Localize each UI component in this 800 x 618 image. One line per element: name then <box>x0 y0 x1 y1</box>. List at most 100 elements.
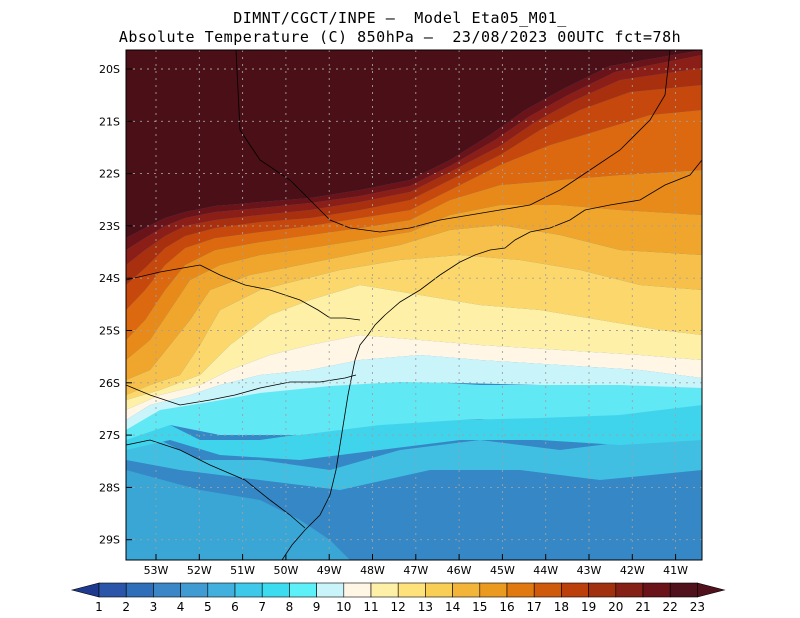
colorbar-segment <box>669 582 698 598</box>
colorbar-segment <box>533 582 562 598</box>
colorbar-segment <box>234 582 263 598</box>
lon-tick-label: 47W <box>403 564 428 577</box>
band-22 <box>126 50 702 250</box>
colorbar-label: 17 <box>527 600 542 614</box>
colorbar-label: 5 <box>204 600 212 614</box>
colorbar-segment <box>397 582 426 598</box>
colorbar-label: 13 <box>418 600 433 614</box>
colorbar-segment <box>425 582 453 598</box>
colorbar-segment <box>506 582 535 598</box>
colorbar-label: 2 <box>122 600 130 614</box>
lon-tick-label: 52W <box>187 564 212 577</box>
state-border-mg-rj <box>409 204 531 229</box>
state-border-parana <box>126 374 357 406</box>
colorbar-segment <box>561 582 589 598</box>
band-9 <box>126 380 702 440</box>
state-border-sp-pr <box>199 264 361 321</box>
state-border-sp-mg <box>235 50 411 233</box>
lat-tick-label: 23S <box>99 220 120 233</box>
band-23 <box>126 50 702 238</box>
colorbar-segment <box>153 582 181 598</box>
state-border-mg-es <box>529 50 671 206</box>
lat-tick-label: 29S <box>99 534 120 547</box>
colorbar-segment <box>452 582 481 598</box>
state-border-ms-pr <box>126 264 201 281</box>
colorbar-label: 22 <box>663 600 678 614</box>
colorbar-segment <box>316 582 345 598</box>
map-frame <box>125 49 703 561</box>
band-7 <box>126 430 702 490</box>
latitude-ticks: 20S 21S 22S 23S 24S 25S 26S 27S 28S 29S <box>99 63 132 547</box>
colorbar-label: 15 <box>472 600 487 614</box>
colorbar-segment <box>343 582 372 598</box>
lon-tick-label: 49W <box>317 564 342 577</box>
longitude-ticks: 53W 52W 51W 50W 49W 48W 47W 46W 45W 44W 43W 42W 41W <box>144 554 688 577</box>
band-21 <box>126 55 702 265</box>
lat-tick-label: 26S <box>99 377 120 390</box>
colorbar-label: 9 <box>313 600 321 614</box>
colorbar-segment <box>180 582 209 598</box>
colorbar-label: 21 <box>635 600 650 614</box>
band-6 <box>126 470 350 560</box>
lon-tick-label: 45W <box>490 564 515 577</box>
lat-tick-label: 20S <box>99 63 120 76</box>
band-16 <box>126 205 702 380</box>
band-12 <box>126 335 702 420</box>
colorbar-label: 16 <box>499 600 514 614</box>
band-14 <box>126 255 702 400</box>
colorbar-label: 6 <box>231 600 239 614</box>
colorbar-label: 10 <box>336 600 351 614</box>
lat-tick-label: 21S <box>99 115 120 128</box>
title-line-1: DIMNT/CGCT/INPE – Model Eta05_M01_ <box>233 9 567 27</box>
colorbar-label: 12 <box>391 600 406 614</box>
colorbar-label: 1 <box>95 600 103 614</box>
band-11 <box>126 355 702 430</box>
graticule <box>126 50 702 560</box>
lat-tick-label: 25S <box>99 325 120 338</box>
colorbar-label: 8 <box>286 600 294 614</box>
lon-tick-label: 42W <box>620 564 645 577</box>
title-line-2: Absolute Temperature (C) 850hPa – 23/08/… <box>118 28 682 46</box>
lat-tick-label: 27S <box>99 429 120 442</box>
colorbar-segment <box>125 582 154 598</box>
colorbar-segment <box>207 582 236 598</box>
colorbar-left-arrow <box>70 582 100 598</box>
lon-tick-label: 48W <box>360 564 385 577</box>
colorbar-segment <box>588 582 617 598</box>
colorbar-label: 14 <box>445 600 460 614</box>
band-13 <box>126 285 702 410</box>
band-20 <box>126 68 702 285</box>
colorbar-segment <box>261 582 290 598</box>
lon-tick-label: 51W <box>230 564 255 577</box>
colorbar-right-arrow <box>697 582 726 598</box>
colorbar-segment <box>370 582 399 598</box>
colorbar-label: 23 <box>690 600 705 614</box>
colorbar-label: 20 <box>608 600 623 614</box>
band-19 <box>126 85 702 310</box>
colorbar-segment <box>289 582 317 598</box>
lat-tick-label: 22S <box>99 168 120 181</box>
band-18 <box>126 110 702 340</box>
state-border-sc-rs <box>126 439 306 529</box>
colorbar-label: 4 <box>177 600 185 614</box>
coastline-and-borders <box>126 50 702 560</box>
lon-tick-label: 44W <box>533 564 558 577</box>
lat-tick-label: 24S <box>99 272 120 285</box>
colorbar-label: 11 <box>363 600 378 614</box>
colorbar-segment <box>615 582 644 598</box>
band-17 <box>126 170 702 360</box>
temperature-field <box>126 50 702 560</box>
lon-tick-label: 46W <box>447 564 472 577</box>
colorbar-label: 19 <box>581 600 596 614</box>
colorbar-segment <box>479 582 508 598</box>
colorbar-label: 18 <box>554 600 569 614</box>
lon-tick-label: 50W <box>273 564 298 577</box>
colorbar-label: 7 <box>258 600 266 614</box>
colorbar: 1 2 3 4 5 6 7 8 9 10 11 12 13 14 15 16 17 18 19 20 21 22 23 <box>70 582 726 614</box>
colorbar-segment <box>98 582 127 598</box>
lon-tick-label: 53W <box>144 564 169 577</box>
colorbar-segment <box>642 582 671 598</box>
lon-tick-label: 41W <box>663 564 688 577</box>
coastline <box>281 159 702 560</box>
